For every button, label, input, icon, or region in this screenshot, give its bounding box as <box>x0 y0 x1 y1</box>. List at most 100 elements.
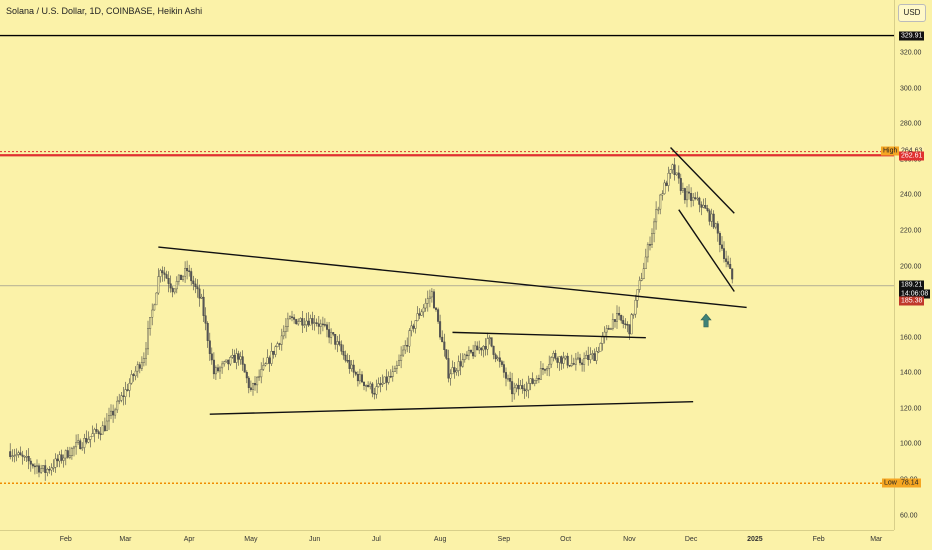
candle-body <box>601 336 604 344</box>
candle-body <box>457 361 460 371</box>
candle-body <box>361 374 364 383</box>
y-tick-label: 100.00 <box>900 440 922 448</box>
candle-body <box>673 164 676 175</box>
candle-body <box>235 353 238 363</box>
candle-body <box>478 347 481 351</box>
candle-body <box>336 341 339 345</box>
candle-body <box>66 450 69 458</box>
candle-body <box>579 357 582 364</box>
candle-body <box>75 442 78 448</box>
candle-body <box>418 313 421 316</box>
tag-low-value: 78.14 <box>899 478 921 488</box>
candle-body <box>87 439 90 443</box>
candle-body <box>476 345 479 351</box>
candle-body <box>225 359 228 362</box>
candle-body <box>136 364 139 372</box>
candle-body <box>474 345 477 357</box>
candle-body <box>494 354 497 360</box>
candle-body <box>247 377 250 389</box>
candle-body <box>239 356 242 360</box>
candle-body <box>430 291 433 298</box>
x-tick-label: Jul <box>371 536 381 543</box>
candle-body <box>354 372 357 375</box>
candle-body <box>303 324 306 326</box>
candle-body <box>562 357 565 364</box>
currency-button[interactable]: USD <box>898 4 926 22</box>
candle-body <box>278 343 281 345</box>
candle-body <box>472 352 475 357</box>
candle-body <box>445 349 448 359</box>
candle-body <box>731 268 734 280</box>
candle-body <box>231 355 234 358</box>
candle-body <box>513 387 516 395</box>
candle-body <box>437 309 440 322</box>
candle-body <box>120 395 123 401</box>
candle-body <box>642 268 645 279</box>
candle-body <box>93 429 96 434</box>
candle-body <box>163 272 166 275</box>
candle-body <box>227 359 230 365</box>
price-chart[interactable] <box>0 0 894 550</box>
y-tick-label: 320.00 <box>900 49 922 57</box>
candle-body <box>27 456 30 462</box>
candle-body <box>412 325 415 329</box>
candle-body <box>44 465 47 473</box>
candle-body <box>126 389 129 391</box>
candle-body <box>258 376 261 378</box>
candle-body <box>700 204 703 208</box>
candle-body <box>702 204 705 208</box>
x-tick-label: Nov <box>623 536 636 543</box>
candle-body <box>99 433 102 435</box>
price-axis-separator <box>894 0 895 530</box>
candle-body <box>725 258 728 262</box>
candle-body <box>410 325 413 331</box>
x-tick-label: Feb <box>59 536 72 543</box>
candle-body <box>291 316 294 318</box>
candle-body <box>470 350 473 353</box>
candle-body <box>414 320 417 329</box>
candle-body <box>527 383 530 391</box>
candle-body <box>358 374 361 382</box>
candle-body <box>311 318 314 324</box>
candle-body <box>130 374 133 384</box>
y-tick-label: 280.00 <box>900 120 922 128</box>
candle-body <box>338 341 341 345</box>
candle-body <box>620 315 623 321</box>
candle-body <box>389 376 392 378</box>
candle-body <box>373 393 376 395</box>
candle-body <box>146 328 149 350</box>
candle-body <box>151 309 154 318</box>
candle-body <box>667 172 670 186</box>
candle-body <box>81 447 84 450</box>
candle-body <box>179 274 182 280</box>
candle-body <box>542 368 545 370</box>
candle-body <box>632 313 635 316</box>
candle-body <box>52 467 55 469</box>
tag-low-label: Low <box>882 478 899 488</box>
candle-body <box>441 336 444 343</box>
candle-body <box>328 329 331 338</box>
candle-body <box>496 357 499 360</box>
candle-body <box>181 275 184 280</box>
candle-body <box>54 458 57 468</box>
candle-body <box>114 409 117 416</box>
candle-body <box>42 465 45 469</box>
candle-body <box>58 454 61 462</box>
candle-body <box>391 371 394 377</box>
candle-body <box>253 383 256 386</box>
time-axis-separator <box>0 530 894 531</box>
candle-body <box>317 323 320 327</box>
candle-body <box>589 354 592 361</box>
candle-body <box>21 454 24 457</box>
candle-body <box>305 320 308 325</box>
candle-body <box>198 288 201 299</box>
candle-body <box>356 374 359 382</box>
candle-body <box>221 363 224 369</box>
candle-body <box>190 271 193 282</box>
candle-body <box>611 319 614 329</box>
candle-body <box>618 313 621 316</box>
candle-body <box>488 337 491 339</box>
candle-body <box>167 278 170 284</box>
candle-body <box>15 454 18 456</box>
